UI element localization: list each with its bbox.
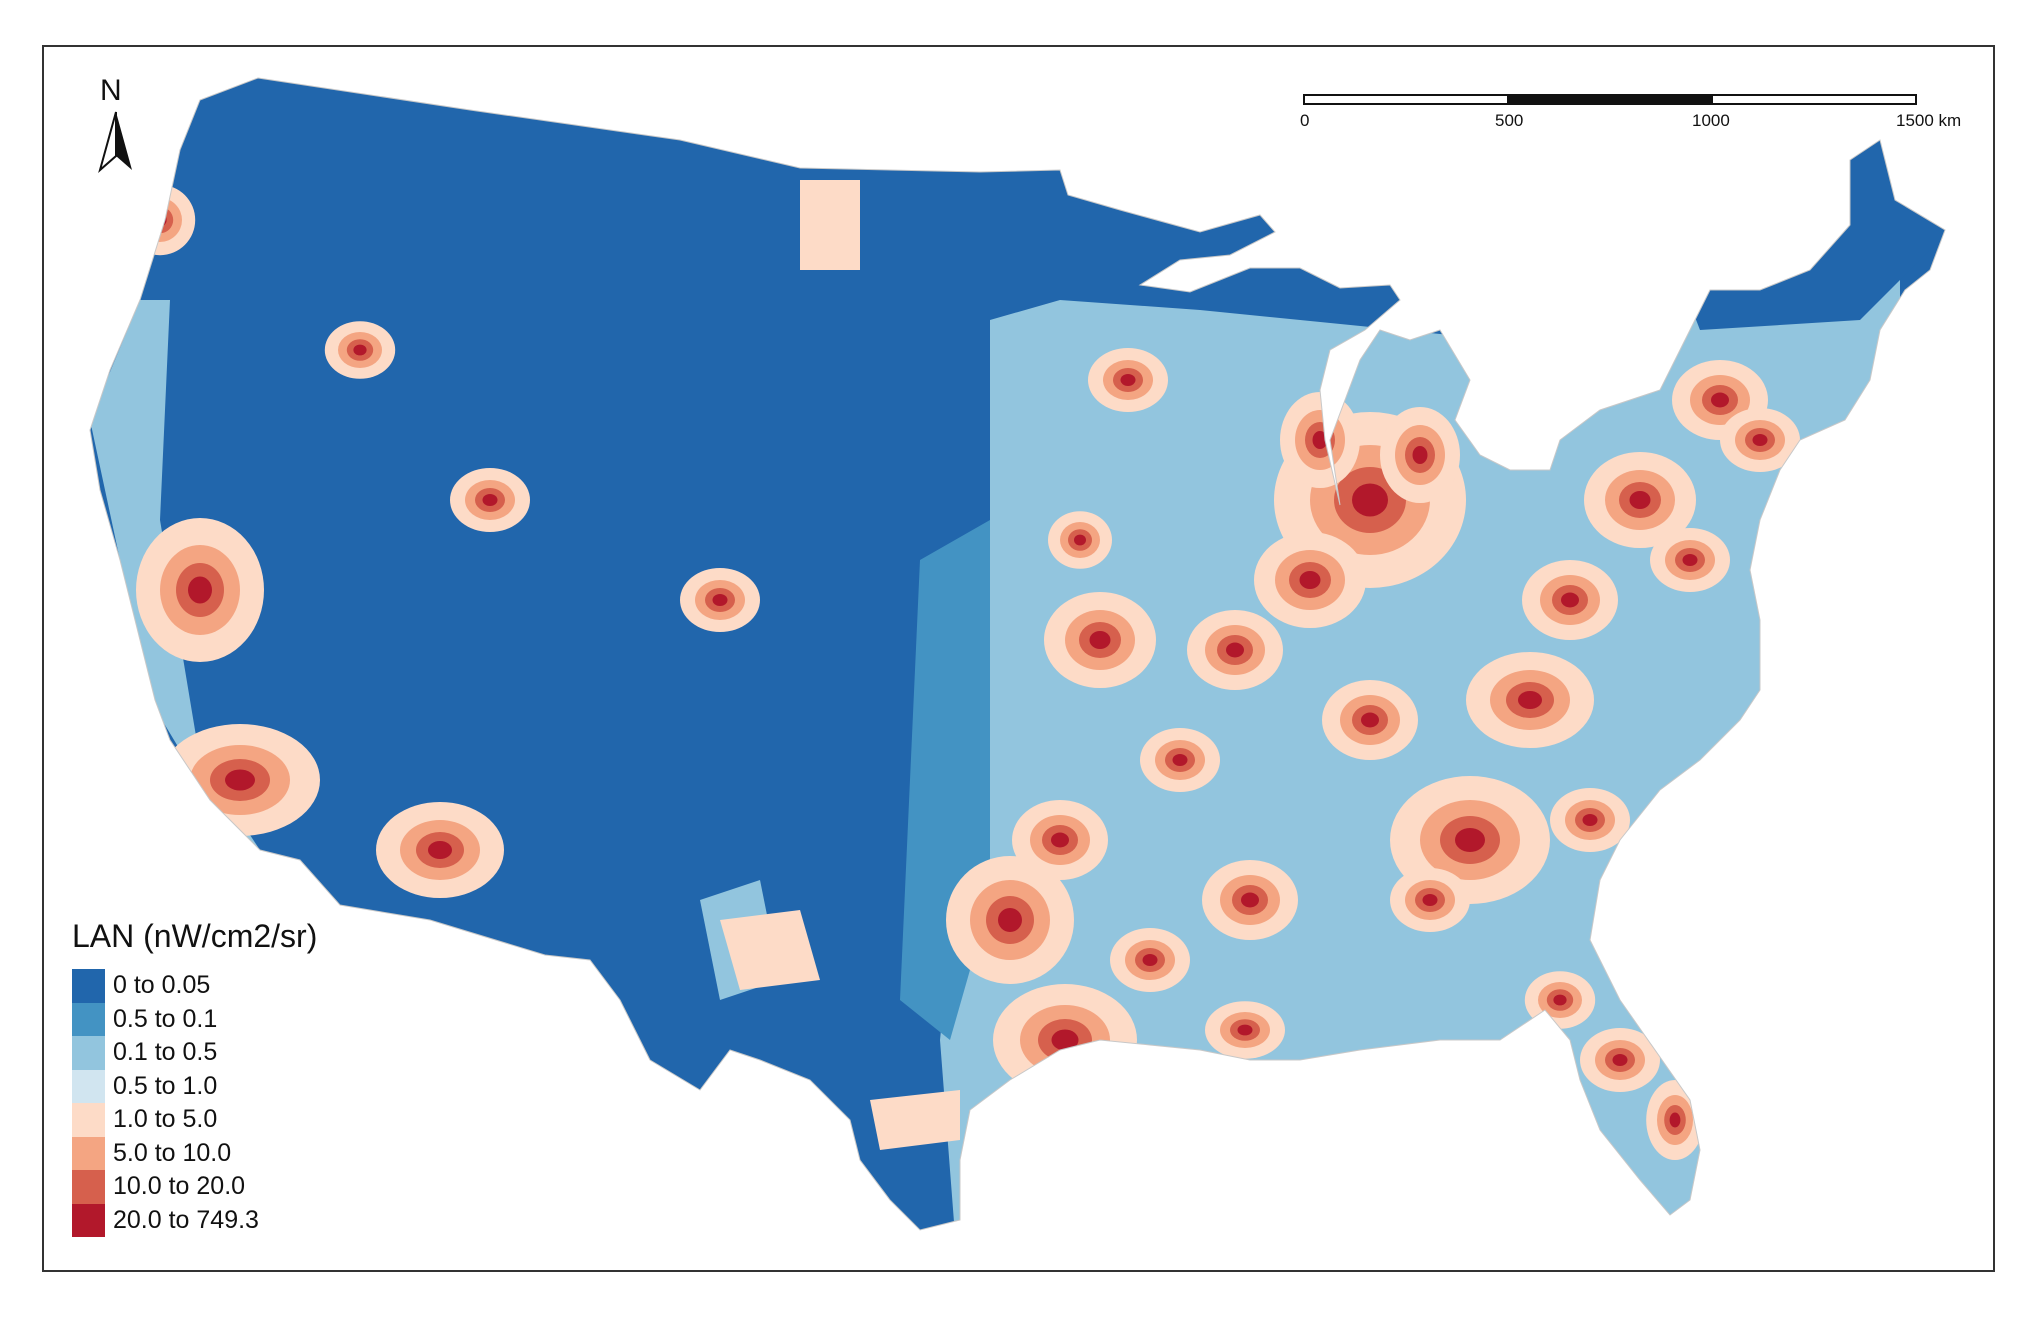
scale-tick-1000: 1000 [1692, 111, 1730, 130]
legend-swatch [72, 1103, 105, 1137]
city-core [1553, 994, 1567, 1006]
legend-item: 0 to 0.05 [72, 969, 317, 1003]
region-nd-pale [800, 180, 860, 270]
city-core [1352, 483, 1388, 517]
city-core [998, 908, 1022, 932]
region-west-coast [90, 300, 260, 850]
city-core [1612, 1054, 1628, 1066]
city-core [1412, 446, 1428, 464]
city-core [1120, 374, 1136, 386]
legend-label: 0.5 to 0.1 [113, 1004, 218, 1033]
city-core [1226, 642, 1244, 658]
city-core [1074, 534, 1086, 546]
legend-swatch [72, 1170, 105, 1204]
city-core [1237, 1024, 1253, 1036]
legend-title: LAN (nW/cm2/sr) [72, 918, 318, 954]
city-core [1089, 631, 1111, 649]
city-core [225, 769, 255, 791]
legend-label: 0.1 to 0.5 [113, 1038, 218, 1067]
city-core [1422, 894, 1438, 906]
legend-item: 0.5 to 0.1 [72, 1002, 317, 1036]
city-core [1582, 814, 1598, 826]
city-core [1682, 554, 1698, 566]
legend-swatch [72, 969, 105, 1003]
city-core [482, 494, 498, 506]
north-label: N [100, 74, 122, 107]
legend-item: 10.0 to 20.0 [72, 1170, 317, 1204]
legend-item: 20.0 to 749.3 [72, 1203, 317, 1237]
scale-tick-1500: 1500 km [1896, 111, 1962, 130]
legend-label: 1.0 to 5.0 [113, 1105, 218, 1134]
legend: LAN (nW/cm2/sr) 0 to 0.05 0.5 to 0.1 0.1 t… [72, 918, 317, 1237]
legend-item: 1.0 to 5.0 [72, 1103, 317, 1137]
city-core [188, 576, 212, 604]
region-florida [1540, 1000, 1690, 1200]
north-arrow-icon [98, 111, 132, 173]
region-maine [1650, 140, 1945, 330]
legend-label: 5.0 to 10.0 [113, 1138, 232, 1167]
city-core [1241, 892, 1259, 908]
city-core [1752, 434, 1768, 446]
city-bright [146, 206, 174, 234]
legend-items: 0 to 0.05 0.5 to 0.1 0.1 to 0.5 0.5 to 1.0 1… [72, 969, 317, 1237]
legend-swatch [72, 1069, 105, 1103]
city-core [1455, 828, 1485, 852]
legend-swatch [72, 1036, 105, 1070]
region-tx-pale [720, 910, 820, 990]
legend-swatch [72, 1136, 105, 1170]
legend-swatch [72, 1002, 105, 1036]
city-core [1299, 571, 1321, 589]
scale-tick-0: 0 [1300, 111, 1310, 130]
legend-item: 0.5 to 1.0 [72, 1069, 317, 1103]
region-south-tx-pale [870, 1090, 960, 1150]
north-arrow [96, 74, 136, 174]
city-core [1711, 392, 1729, 408]
legend-label: 0 to 0.05 [113, 971, 211, 1000]
city-core [1051, 832, 1069, 848]
city-core [1142, 954, 1158, 966]
city-core [428, 841, 452, 859]
city-core [1051, 1029, 1079, 1051]
city-core [1561, 592, 1579, 608]
legend-item: 0.1 to 0.5 [72, 1036, 317, 1070]
city-core [1172, 754, 1188, 766]
legend-label: 20.0 to 749.3 [113, 1205, 259, 1234]
legend-label: 10.0 to 20.0 [113, 1172, 246, 1201]
city-core [1518, 691, 1542, 709]
legend-item: 5.0 to 10.0 [72, 1136, 317, 1170]
legend-swatch [72, 1203, 105, 1237]
city-halo [124, 184, 196, 256]
legend-label: 0.5 to 1.0 [113, 1071, 218, 1100]
city-core [1629, 491, 1651, 509]
scale-bar: 0 500 1000 1500 km [1300, 93, 1961, 153]
scale-tick-500: 500 [1495, 111, 1524, 130]
city-core [712, 594, 728, 606]
city-core [353, 344, 367, 356]
city-core [1312, 431, 1328, 449]
city-core [1669, 1112, 1681, 1128]
city-core [1361, 712, 1379, 728]
